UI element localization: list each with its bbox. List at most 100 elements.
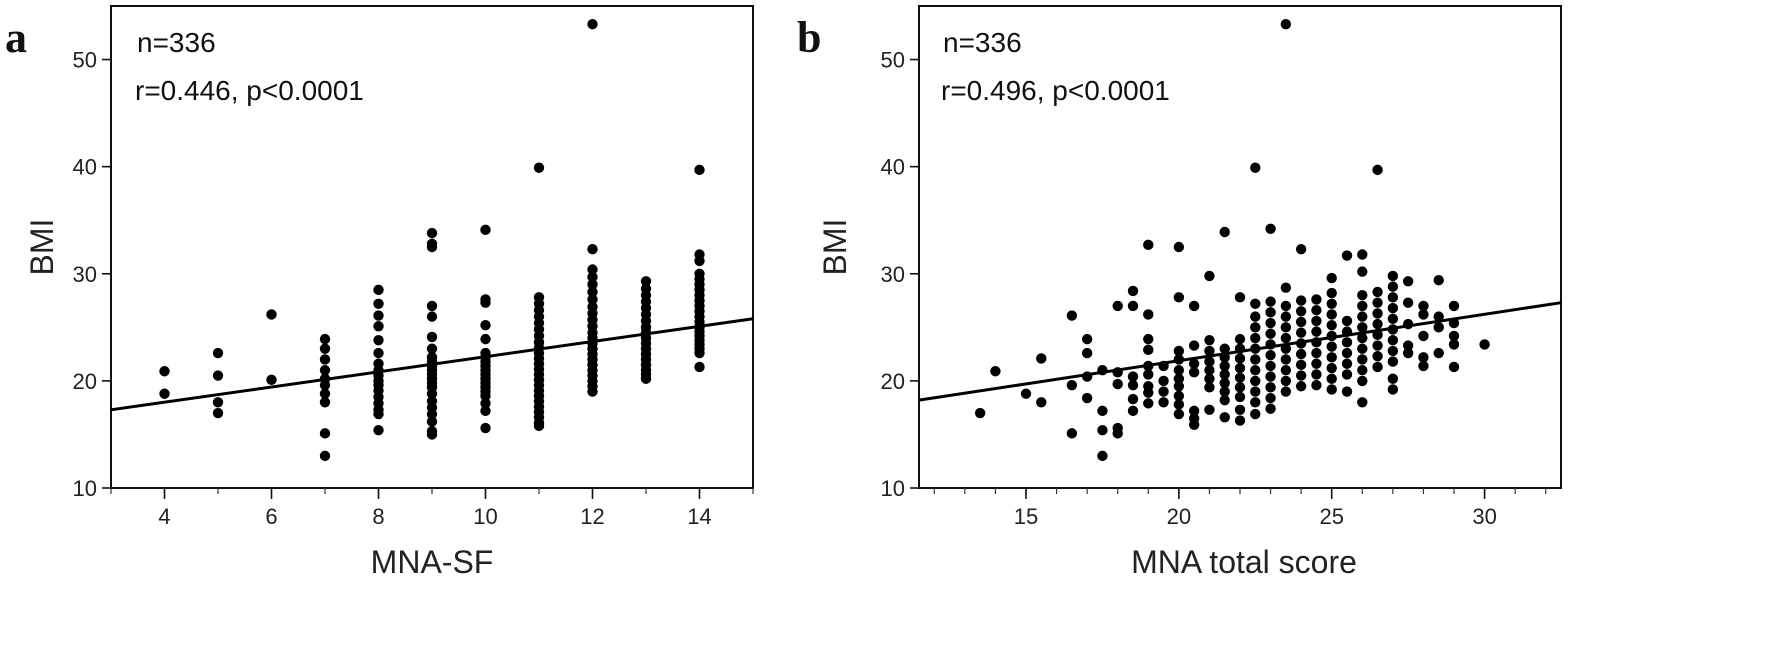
b-data-point [1295, 381, 1307, 392]
b-x-tick-label: 20 [1167, 504, 1191, 529]
b-data-point [1143, 369, 1154, 380]
b-data-point [1173, 373, 1185, 384]
a-data-point [587, 279, 598, 290]
b-data-point [1326, 319, 1337, 331]
b-data-point [1097, 450, 1108, 462]
b-data-point [1234, 353, 1246, 364]
a-data-point [480, 390, 491, 402]
b-data-point [1341, 347, 1353, 359]
panel-a-scatter: a n=336 r=0.446, p<0.0001 BMI MNA-SF 4 6 8… [5, 5, 754, 580]
b-data-point [1127, 393, 1139, 405]
b-data-point [1357, 397, 1368, 408]
b-data-point [1326, 298, 1337, 309]
b-data-point [1326, 384, 1337, 395]
b-data-point [1204, 345, 1215, 357]
a-data-point [426, 227, 438, 239]
b-data-point [1066, 379, 1078, 391]
panel-a-r-annotation: r=0.446, p<0.0001 [135, 75, 364, 106]
panel-a-letter: a [5, 13, 27, 62]
b-data-point [1448, 330, 1460, 342]
b-data-point [1066, 310, 1078, 321]
a-data-point [587, 386, 598, 397]
a-data-point [587, 264, 598, 275]
b-data-point [1143, 309, 1154, 320]
a-data-point [587, 286, 598, 298]
b-data-point [1265, 317, 1276, 329]
b-data-point [1326, 373, 1337, 384]
b-data-point [1204, 373, 1215, 384]
b-data-point [1295, 348, 1307, 360]
b-data-point [1265, 360, 1276, 372]
b-data-point [1250, 311, 1261, 322]
b-data-point [1036, 353, 1047, 364]
b-data-point [1295, 316, 1307, 328]
b-data-point [1219, 360, 1230, 372]
b-data-point [1097, 405, 1108, 417]
b-data-point [1326, 341, 1337, 352]
b-data-point [1387, 384, 1399, 395]
a-data-point [212, 347, 224, 359]
b-data-point [1341, 250, 1353, 261]
b-data-point [1081, 333, 1093, 345]
b-data-point [1250, 397, 1261, 408]
b-data-point [1372, 286, 1383, 298]
a-x-tick-label: 6 [265, 504, 277, 529]
a-data-point [373, 424, 384, 436]
b-data-point [1143, 398, 1154, 409]
a-data-point [319, 428, 331, 439]
b-data-point [1234, 292, 1246, 303]
a-data-point [373, 284, 384, 296]
b-data-point [1448, 339, 1460, 350]
b-data-point [1372, 318, 1383, 330]
b-data-point [1311, 294, 1322, 305]
b-data-point [1418, 300, 1429, 312]
a-data-point [426, 408, 438, 420]
b-data-point [1020, 388, 1032, 399]
panel-a-x-axis-label: MNA-SF [371, 544, 494, 580]
b-data-point [1387, 281, 1399, 292]
a-data-point [480, 297, 491, 308]
b-data-point [1357, 375, 1368, 387]
b-data-point [1188, 367, 1200, 378]
panel-b-r-annotation: r=0.496, p<0.0001 [941, 75, 1170, 106]
b-data-point [1402, 347, 1414, 359]
b-data-point [1280, 354, 1292, 365]
b-data-point [1418, 352, 1429, 363]
b-data-point [1372, 308, 1383, 319]
a-data-point [212, 397, 224, 408]
a-data-point [426, 300, 438, 312]
b-data-point [1479, 339, 1490, 350]
a-y-tick-label: 20 [73, 369, 97, 394]
b-data-point [1372, 351, 1383, 362]
a-y-tick-label: 10 [73, 476, 97, 501]
a-data-point [373, 298, 384, 309]
a-data-point [426, 241, 438, 253]
b-data-point [1311, 369, 1322, 380]
b-data-point [1173, 241, 1185, 253]
b-data-point [1173, 292, 1185, 303]
a-data-point [319, 388, 331, 399]
a-data-point [319, 450, 331, 462]
b-data-point [1173, 408, 1185, 420]
b-data-point [1280, 322, 1292, 333]
b-data-point [1280, 375, 1292, 387]
b-data-point [1188, 405, 1200, 417]
a-data-point [587, 271, 598, 283]
b-data-point [1341, 369, 1353, 380]
b-data-point [1188, 419, 1200, 431]
a-x-tick-label: 10 [473, 504, 497, 529]
a-data-point [319, 354, 331, 365]
a-data-point [319, 379, 331, 391]
b-data-point [1387, 356, 1399, 367]
b-data-point [1448, 361, 1460, 373]
a-data-point [694, 361, 705, 373]
a-x-tick-label: 14 [687, 504, 711, 529]
b-data-point [1250, 322, 1261, 333]
b-data-point [1326, 362, 1337, 374]
a-data-point [373, 310, 384, 321]
a-data-point [266, 374, 277, 386]
a-x-tick-label: 4 [158, 504, 170, 529]
b-data-point [1295, 327, 1307, 338]
b-data-point [1280, 19, 1292, 30]
b-data-point [1250, 298, 1261, 309]
